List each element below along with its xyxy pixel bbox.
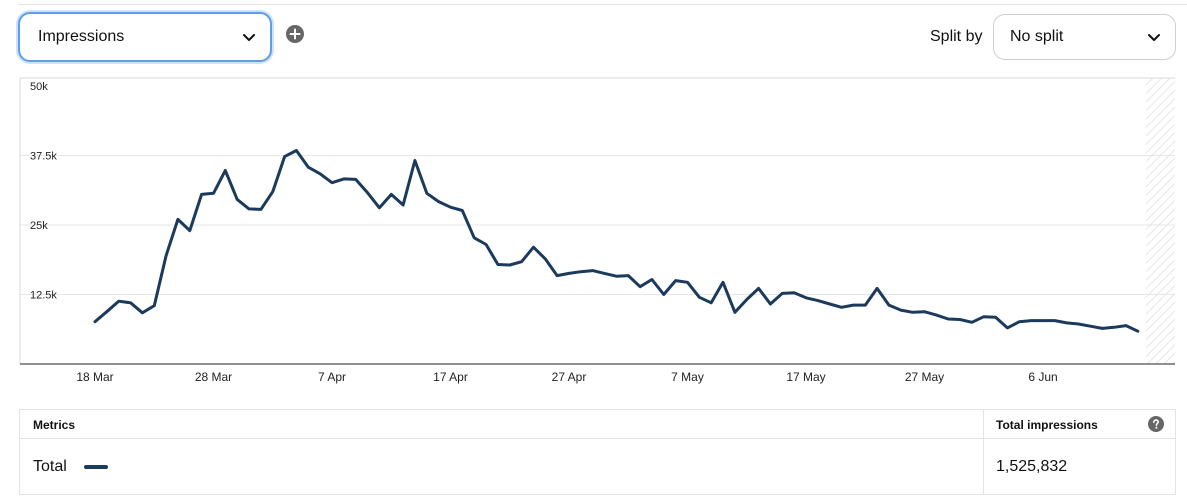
x-tick-label: 28 Mar xyxy=(195,370,232,384)
top-divider xyxy=(18,4,1187,5)
x-tick-label: 27 Apr xyxy=(552,370,587,384)
total-impressions-header: Total impressions xyxy=(996,418,1098,432)
chevron-down-icon xyxy=(1148,34,1160,41)
metrics-table-divider xyxy=(983,410,984,494)
metrics-header: Metrics xyxy=(33,418,76,432)
question-circle-icon[interactable] xyxy=(1148,416,1164,432)
impressions-chart: 12.5k 25k 37.5k 50k 18 Mar 28 Mar 7 Apr 17 Apr… xyxy=(19,77,1175,384)
x-tick-label: 7 Apr xyxy=(318,370,346,384)
x-tick-label: 6 Jun xyxy=(1028,370,1057,384)
split-select[interactable]: No split xyxy=(993,14,1176,60)
plus-circle-icon[interactable] xyxy=(286,25,304,43)
metric-select-value: Impressions xyxy=(38,28,125,45)
series-legend-swatch xyxy=(84,465,108,469)
y-tick-label: 12.5k xyxy=(30,290,57,302)
total-row-label: Total xyxy=(33,458,67,475)
y-tick-label: 37.5k xyxy=(30,151,57,163)
future-period-hatch xyxy=(1146,78,1175,364)
split-by-label: Split by xyxy=(930,28,983,45)
chevron-down-icon xyxy=(243,34,255,41)
x-tick-label: 7 May xyxy=(671,370,704,384)
y-tick-label: 50k xyxy=(30,81,48,93)
metrics-table: Metrics Total impressions Total 1,525,83… xyxy=(19,409,1176,495)
x-tick-label: 17 May xyxy=(786,370,825,384)
metric-select[interactable]: Impressions xyxy=(18,12,272,62)
x-tick-label: 27 May xyxy=(905,370,944,384)
total-impressions-value: 1,525,832 xyxy=(996,458,1068,475)
x-tick-label: 18 Mar xyxy=(76,370,113,384)
series-line-total xyxy=(93,149,1140,333)
metrics-table-header xyxy=(20,410,1175,439)
y-tick-label: 25k xyxy=(30,220,48,232)
x-tick-label: 17 Apr xyxy=(433,370,468,384)
split-select-value: No split xyxy=(1010,28,1064,45)
